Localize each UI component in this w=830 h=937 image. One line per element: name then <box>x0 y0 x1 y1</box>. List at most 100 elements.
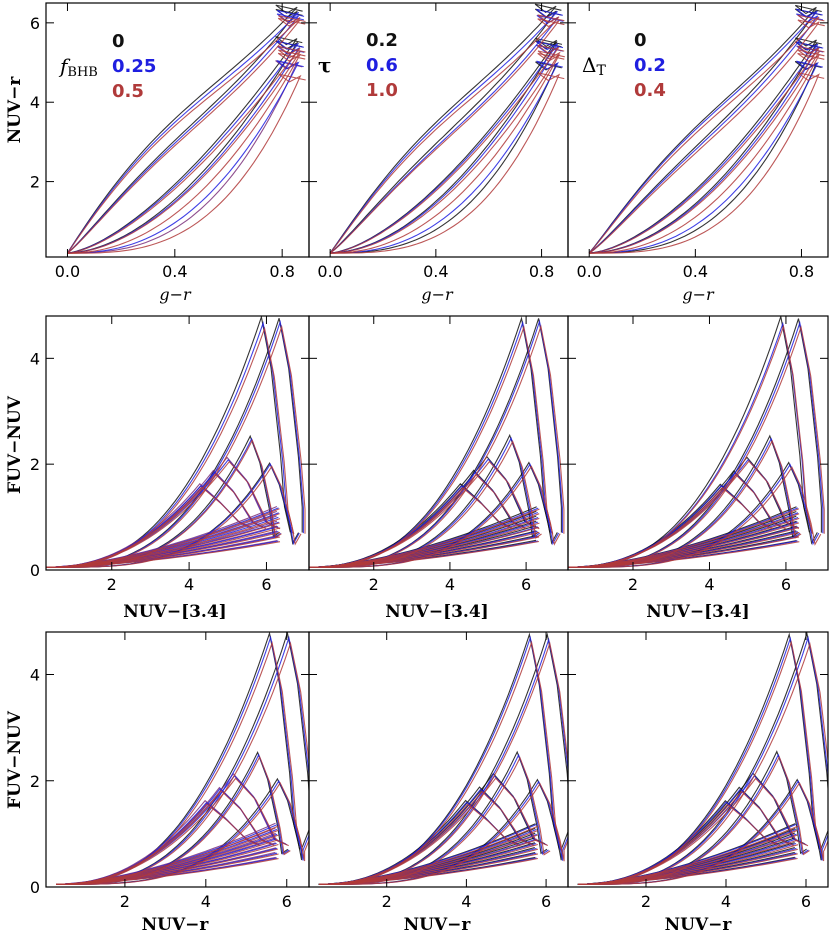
legend-tau: τ 0.2 0.6 1.0 <box>318 30 398 101</box>
x-tick-label: 2 <box>369 575 379 594</box>
panel-r1c3: 0.0 0.4 0.8 <box>567 2 829 281</box>
y-tick-label: 4 <box>30 93 40 112</box>
track-line <box>330 40 562 254</box>
legend-entry-tau-2: 1.0 <box>366 80 398 101</box>
legend-title-tau: τ <box>318 53 331 77</box>
series-r3c1-0 <box>55 632 309 885</box>
track-line <box>589 72 825 254</box>
x-tick-label: 2 <box>107 575 117 594</box>
plot-frame-r1c3 <box>567 2 829 258</box>
xlabel-r1c2: g−r <box>421 285 454 304</box>
tracks-r3c2 <box>318 632 568 885</box>
x-tick-label: 0.8 <box>789 262 814 281</box>
y-tick-label: 2 <box>30 455 40 474</box>
track-line <box>67 13 305 254</box>
y-tick-label: 2 <box>30 772 40 791</box>
x-tick-label: 4 <box>704 575 714 594</box>
track-line <box>67 60 304 254</box>
track-line <box>67 52 306 254</box>
track-line <box>67 36 303 254</box>
track-line <box>588 19 825 254</box>
x-tick-label: 2 <box>120 892 130 911</box>
legend-entry-tau-1: 0.6 <box>366 55 398 76</box>
legend-title-delta-t: ΔT <box>582 53 606 79</box>
tracks-r2c2 <box>309 316 565 568</box>
tracks-r1c3 <box>588 4 825 254</box>
track-line <box>329 8 562 254</box>
track-line <box>67 49 306 254</box>
x-tick-label: 4 <box>201 892 211 911</box>
series-r3c1-1 <box>56 635 309 885</box>
x-tick-label: 0.0 <box>576 262 601 281</box>
series-r3c2-0 <box>318 632 568 885</box>
x-tick-label: 4 <box>721 892 731 911</box>
track-line <box>67 60 303 254</box>
series-r3c2-2 <box>318 640 568 885</box>
series-r1c2-0 <box>329 3 563 254</box>
x-tick-label: 2 <box>382 892 392 911</box>
track-line <box>578 777 809 885</box>
xlabel-r1c1: g−r <box>159 285 192 304</box>
x-tick-label: 0.4 <box>162 262 187 281</box>
track-line <box>588 8 823 254</box>
x-tick-label: 0.8 <box>269 262 294 281</box>
panel-r1c1: 0.0 0.4 0.8 2 4 6 <box>30 2 310 281</box>
track-line <box>330 52 565 254</box>
x-tick-label: 6 <box>282 892 292 911</box>
series-r2c3-2 <box>568 324 825 568</box>
x-tick-label: 2 <box>628 575 638 594</box>
tracks-r1c1 <box>67 4 306 254</box>
x-tick-label: 6 <box>541 892 551 911</box>
track-line <box>589 52 825 254</box>
track-line <box>329 18 565 254</box>
x-tick-label: 6 <box>521 575 531 594</box>
legend-entry-delta-t-1: 0.2 <box>634 55 666 76</box>
track-line <box>330 37 563 254</box>
legend-fbhb: fBHB 0 0.25 0.5 <box>58 31 156 102</box>
x-tick-label: 0.0 <box>55 262 80 281</box>
track-line <box>67 45 306 254</box>
track-line <box>67 8 303 254</box>
series-r1c3-2 <box>588 14 825 254</box>
track-line <box>329 14 564 254</box>
series-r1c2-2 <box>329 14 565 254</box>
legend-delta-t: ΔT 0 0.2 0.4 <box>582 30 666 101</box>
track-line <box>56 635 309 885</box>
y-tick-label: 4 <box>30 666 40 685</box>
xlabel-r2c2: NUV−[3.4] <box>385 602 488 622</box>
series-r3c3-1 <box>577 635 828 885</box>
y-tick-label: 6 <box>30 14 40 33</box>
panel-r2c2: 2 4 6 <box>308 315 569 594</box>
series-r2c1-2 <box>46 324 306 568</box>
xlabel-r2c1: NUV−[3.4] <box>123 602 226 622</box>
legend-entry-delta-t-0: 0 <box>634 30 647 51</box>
series-r1c1-2 <box>67 15 306 254</box>
y-tick-label: 0 <box>30 561 40 580</box>
track-line <box>568 460 800 568</box>
track-line <box>330 44 564 254</box>
track-line <box>329 8 563 254</box>
track-line <box>589 49 825 254</box>
series-r2c3-0 <box>568 316 822 568</box>
ylabel-row1: NUV−r <box>5 76 25 144</box>
ylabel-row2: FUV−NUV <box>5 395 25 494</box>
series-r2c2-1 <box>309 319 563 568</box>
track-line <box>46 460 281 568</box>
series-r1c3-1 <box>588 8 824 254</box>
panel-r3c3: 2 4 6 <box>567 631 829 911</box>
panel-r3c2: 2 4 6 <box>308 631 569 911</box>
track-line <box>67 40 304 254</box>
y-tick-label: 2 <box>30 173 40 192</box>
series-r2c2-0 <box>309 316 562 568</box>
track-line <box>67 17 306 254</box>
panel-r2c1: 2 4 6 0 2 4 <box>30 315 310 594</box>
track-line <box>578 781 825 885</box>
plot-frame-r3c1 <box>45 631 310 888</box>
track-line <box>67 4 303 254</box>
x-tick-label: 6 <box>801 892 811 911</box>
ylabel-row3: FUV−NUV <box>5 710 25 809</box>
tracks-r3c1 <box>55 632 309 885</box>
x-tick-label: 6 <box>261 575 271 594</box>
xlabel-r3c1: NUV−r <box>142 915 210 935</box>
track-line <box>330 60 564 254</box>
